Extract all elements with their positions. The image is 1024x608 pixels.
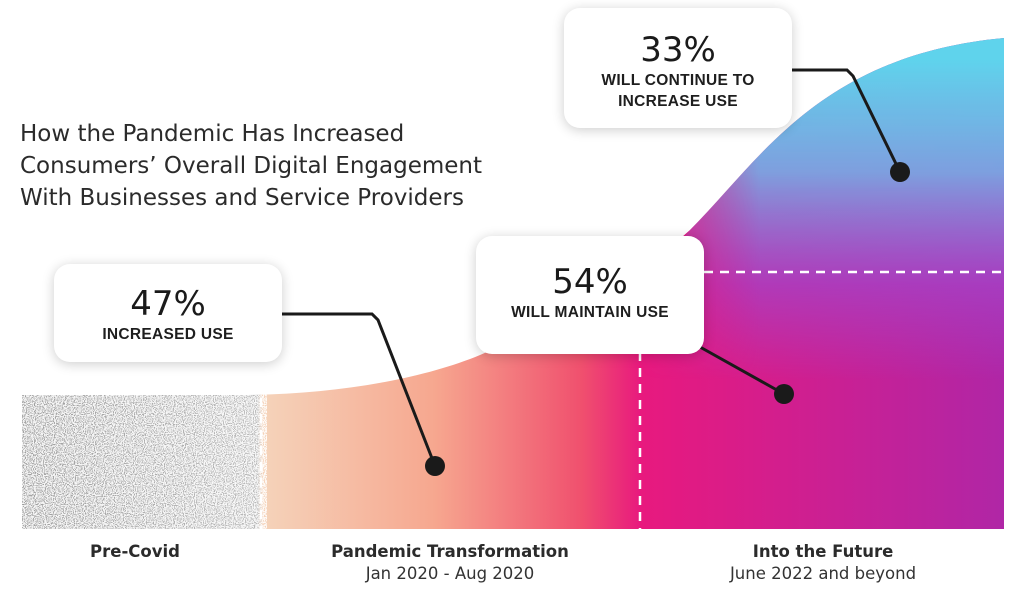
callout-label: WILL MAINTAIN USE [511,304,669,321]
callout-value: 47% [130,284,206,324]
chart-title: How the Pandemic Has Increased Consumers… [20,118,580,214]
pre-covid-grain-texture [22,380,267,529]
callout-label-line-2: INCREASE USE [618,93,738,110]
title-line-1: How the Pandemic Has Increased [20,121,405,147]
callout-label-line-1: WILL CONTINUE TO [601,72,755,89]
callout-increased-use: 47% INCREASED USE [54,264,282,362]
callout-label: INCREASED USE [102,326,234,343]
leader-line-47 [282,312,437,467]
callout-maintain-use: 54% WILL MAINTAIN USE [476,236,704,354]
phase-dates: Jan 2020 - Aug 2020 [365,564,535,583]
marker-47 [425,456,445,476]
title-line-2: Consumers’ Overall Digital Engagement [20,153,482,179]
leader-line-54 [699,345,785,396]
leader-line-33 [792,68,902,173]
area-upper-glow [640,38,1004,380]
phase-name: Pre-Covid [90,542,180,561]
phase-label-pre-covid: Pre-Covid [35,541,235,563]
title-line-3: With Businesses and Service Providers [20,185,464,211]
marker-33 [890,162,910,182]
phase-dates: June 2022 and beyond [729,564,917,583]
callout-continue-increase: 33% WILL CONTINUE TO INCREASE USE [564,8,792,128]
callout-value: 54% [552,262,628,302]
phase-name: Into the Future [752,542,894,561]
phase-name: Pandemic Transformation [331,542,569,561]
callout-value: 33% [640,30,716,70]
marker-54 [774,384,794,404]
phase-label-pandemic: Pandemic Transformation Jan 2020 - Aug 2… [290,541,610,585]
phase-label-future: Into the Future June 2022 and beyond [663,541,983,585]
